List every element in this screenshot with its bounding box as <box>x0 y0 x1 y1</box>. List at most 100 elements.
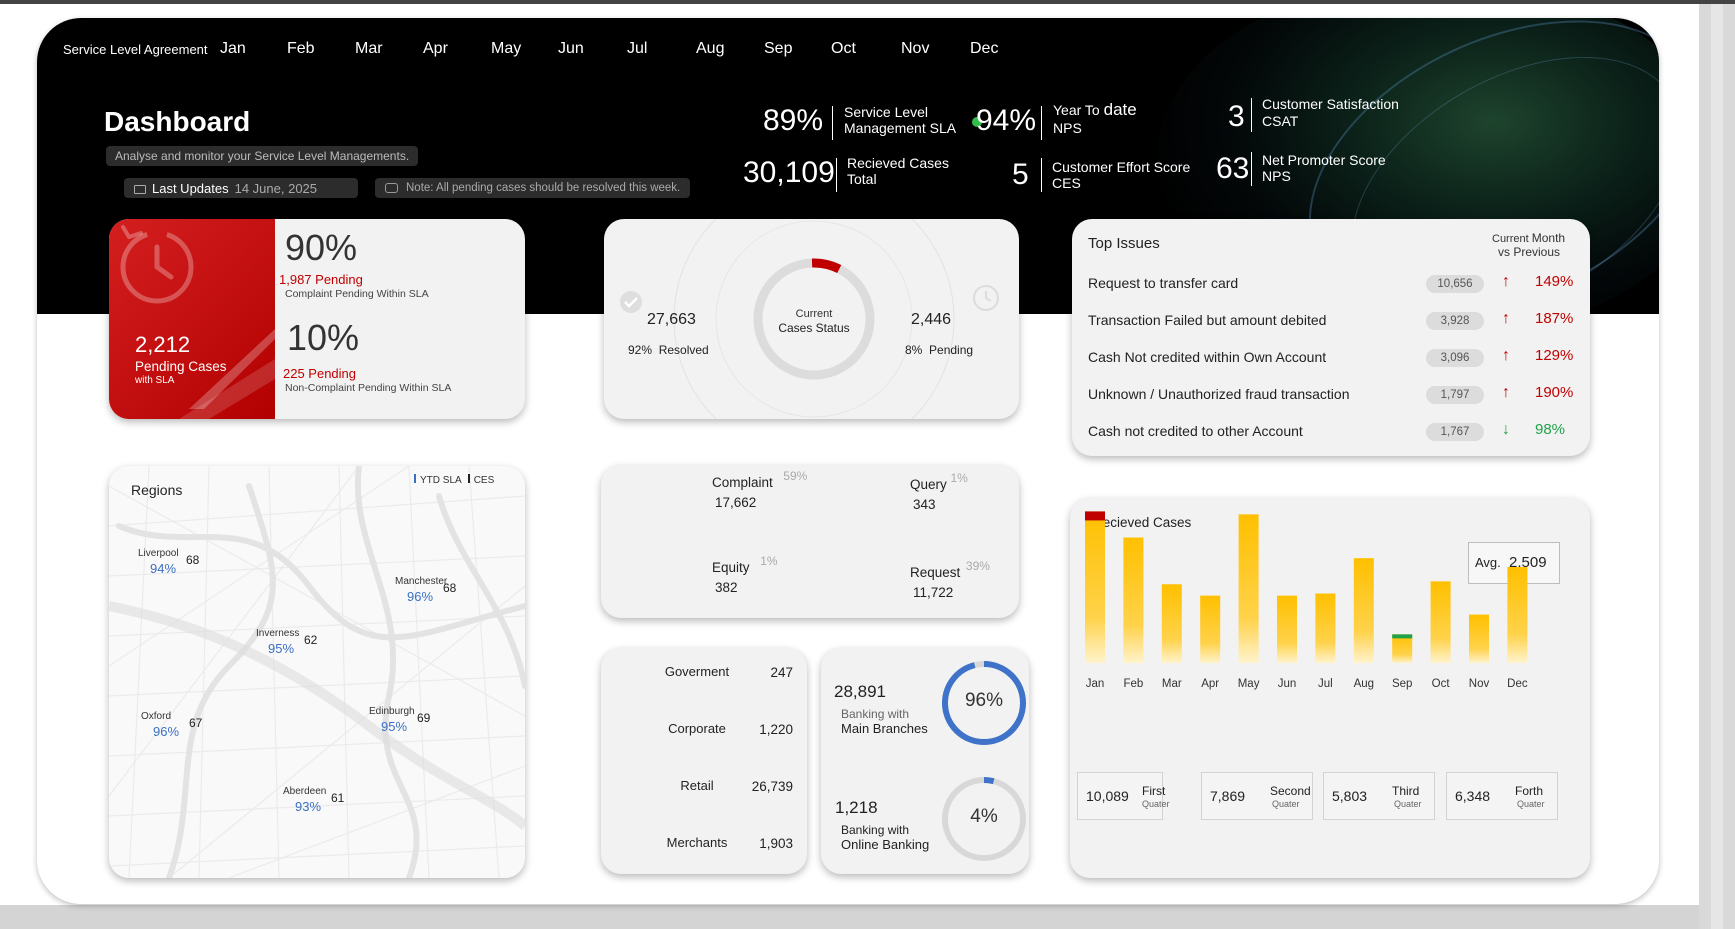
csat-kpi-label2: CSAT <box>1262 113 1299 129</box>
last-updates-date: 14 June, 2025 <box>234 181 318 196</box>
bar-apr <box>1200 595 1221 663</box>
issue-count: 3,928 <box>1426 312 1484 330</box>
ytd-kpi-label1: Year To date <box>1053 101 1137 118</box>
received-cases-title: Recieved Cases <box>1093 515 1192 530</box>
online-banking-pct: 4% <box>970 806 998 827</box>
quarter-value: 10,089 <box>1086 788 1129 804</box>
pending-pct: 8% Pending <box>905 343 973 357</box>
scrollbar-track[interactable] <box>1711 4 1723 929</box>
month-tab-sep[interactable]: Sep <box>764 40 793 57</box>
compare-month: Month <box>1531 231 1566 245</box>
quarter-box: 7,869 Second Quater <box>1201 772 1313 820</box>
issue-count: 10,656 <box>1426 275 1484 293</box>
month-tab-oct[interactable]: Oct <box>831 40 856 57</box>
status-center-label2: Cases Status <box>778 321 850 335</box>
legend-sla-label: YTD SLA <box>420 475 462 486</box>
quarter-box: 6,348 Forth Quater <box>1446 772 1558 820</box>
quarter-value: 5,803 <box>1332 788 1368 804</box>
bar-max-marker <box>1085 511 1105 521</box>
complaint-pending-count: 1,987 Pending <box>279 272 363 287</box>
top-issues-title: Top Issues <box>1088 235 1160 252</box>
sla-kpi-label2: Management SLA <box>844 120 957 136</box>
bar-label: Jan <box>1085 678 1105 690</box>
month-tab-aug[interactable]: Aug <box>696 40 725 57</box>
pending-pct-value: 8% <box>905 343 923 357</box>
city-name: Inverness <box>256 628 300 639</box>
note-text: Note: All pending cases should be resolv… <box>406 182 681 194</box>
last-updates-label: Last Updates <box>152 181 229 196</box>
quarter-name: Third <box>1392 784 1420 798</box>
issue-name: Request to transfer card <box>1088 275 1239 291</box>
clock-icon <box>120 225 275 419</box>
page-bottom-area <box>0 905 1699 929</box>
kpi-separator <box>1251 98 1252 132</box>
month-tab-may[interactable]: May <box>491 40 522 57</box>
quarter-name: Second <box>1270 784 1311 798</box>
average-value: 2,509 <box>1509 554 1547 571</box>
ytd-kpi-label2: NPS <box>1053 120 1082 136</box>
segments-card: Goverment 247 Corporate 1,220 Retail 26,739 Me… <box>601 648 807 874</box>
noncomplaint-pending-desc: Non-Complaint Pending Within SLA <box>285 382 452 394</box>
issue-count: 1,767 <box>1426 423 1484 441</box>
pending-total-label: Pending Cases <box>135 359 227 374</box>
segment-value: 26,739 <box>751 779 793 794</box>
resolved-pct-value: 92% <box>628 343 653 357</box>
month-tab-apr[interactable]: Apr <box>423 40 448 57</box>
month-tab-mar[interactable]: Mar <box>355 40 383 57</box>
issue-change-pct: 187% <box>1535 310 1574 327</box>
category-value: 382 <box>715 580 738 595</box>
categories-card: Complaint 17,662 59% Query 343 1% Equity 382 1% R… <box>601 465 1019 618</box>
issue-name: Transaction Failed but amount debited <box>1088 312 1327 328</box>
online-banking-value: 1,218 <box>835 798 878 817</box>
regions-legend: YTD SLA CES <box>414 474 494 486</box>
bar-sep <box>1392 634 1413 663</box>
ytd-kpi-label1a: Year To <box>1053 102 1104 118</box>
month-tab-jan[interactable]: Jan <box>220 40 246 57</box>
ces-kpi-value: 5 <box>1012 158 1029 191</box>
segment-value: 1,903 <box>759 836 793 851</box>
month-tab-dec[interactable]: Dec <box>970 40 999 57</box>
main-branches-value: 28,891 <box>834 682 886 701</box>
bar-oct <box>1430 581 1451 663</box>
segment-value: 1,220 <box>759 722 793 737</box>
month-tab-jul[interactable]: Jul <box>627 40 648 57</box>
city-ces: 62 <box>304 633 318 647</box>
month-tab-nov[interactable]: Nov <box>901 40 930 57</box>
cases-kpi-label1: Recieved Cases <box>847 155 949 171</box>
issue-change-pct: 98% <box>1535 421 1566 438</box>
window-top-border <box>0 0 1735 4</box>
bar-mar <box>1161 584 1182 663</box>
status-dot <box>972 117 982 127</box>
legend-ces-swatch <box>467 474 470 483</box>
category-value: 11,722 <box>913 585 954 600</box>
month-tab-feb[interactable]: Feb <box>287 40 315 57</box>
csat-kpi-value: 3 <box>1228 100 1245 133</box>
issue-change-pct: 149% <box>1535 273 1574 290</box>
quarter-value: 6,348 <box>1455 788 1491 804</box>
received-cases-bar-chart <box>1085 511 1528 663</box>
category-pct: 1% <box>760 554 778 568</box>
regions-card: Regions YTD SLA CES Liverpool 94% 68 Manches… <box>109 466 525 878</box>
sla-tab[interactable]: Service Level Agreement <box>63 42 208 57</box>
bar-aug <box>1353 558 1374 663</box>
city-ces: 61 <box>331 791 345 805</box>
kpi-separator <box>836 158 837 192</box>
bar-may <box>1238 514 1259 663</box>
city-ces: 67 <box>189 716 203 730</box>
received-cases-card: Recieved Cases Avg. 2,509 Jan Feb Mar Apr Ma… <box>1070 498 1590 878</box>
online-banking-label1: Banking with <box>841 823 910 837</box>
city-sla-pct: 93% <box>295 799 322 814</box>
quarter-sub: Quater <box>1272 799 1300 809</box>
sla-kpi-value: 89% <box>763 104 824 137</box>
segment-name: Merchants <box>666 835 728 850</box>
resolved-label: Resolved <box>658 343 709 357</box>
bar-label: Nov <box>1468 678 1490 690</box>
online-banking-ring <box>942 777 1026 861</box>
month-tab-jun[interactable]: Jun <box>558 40 584 57</box>
resolved-pct: 92% Resolved <box>628 343 709 357</box>
city-ces: 68 <box>186 553 200 567</box>
issue-count: 1,797 <box>1426 386 1484 404</box>
quarter-name: Forth <box>1515 784 1544 798</box>
calendar-icon <box>134 185 146 195</box>
ces-kpi-label2: CES <box>1052 175 1081 191</box>
